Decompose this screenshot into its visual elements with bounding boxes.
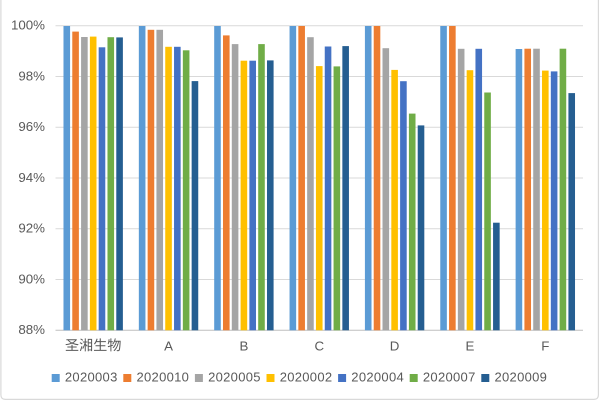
svg-text:94%: 94% bbox=[18, 170, 45, 185]
svg-text:2020007: 2020007 bbox=[423, 370, 476, 385]
svg-text:2020002: 2020002 bbox=[280, 370, 333, 385]
svg-text:C: C bbox=[314, 338, 324, 353]
svg-text:98%: 98% bbox=[18, 68, 45, 83]
svg-text:2020009: 2020009 bbox=[495, 370, 548, 385]
svg-text:2020010: 2020010 bbox=[137, 370, 190, 385]
svg-text:A: A bbox=[164, 338, 173, 353]
svg-text:2020005: 2020005 bbox=[208, 370, 261, 385]
svg-text:D: D bbox=[390, 338, 400, 353]
svg-text:2020004: 2020004 bbox=[351, 370, 404, 385]
svg-text:F: F bbox=[541, 338, 549, 353]
svg-text:B: B bbox=[239, 338, 248, 353]
svg-text:E: E bbox=[466, 338, 475, 353]
svg-text:96%: 96% bbox=[18, 119, 45, 134]
svg-text:90%: 90% bbox=[18, 271, 45, 286]
svg-text:92%: 92% bbox=[18, 221, 45, 236]
svg-text:100%: 100% bbox=[11, 18, 45, 33]
svg-text:2020003: 2020003 bbox=[65, 370, 118, 385]
svg-text:88%: 88% bbox=[18, 322, 45, 337]
